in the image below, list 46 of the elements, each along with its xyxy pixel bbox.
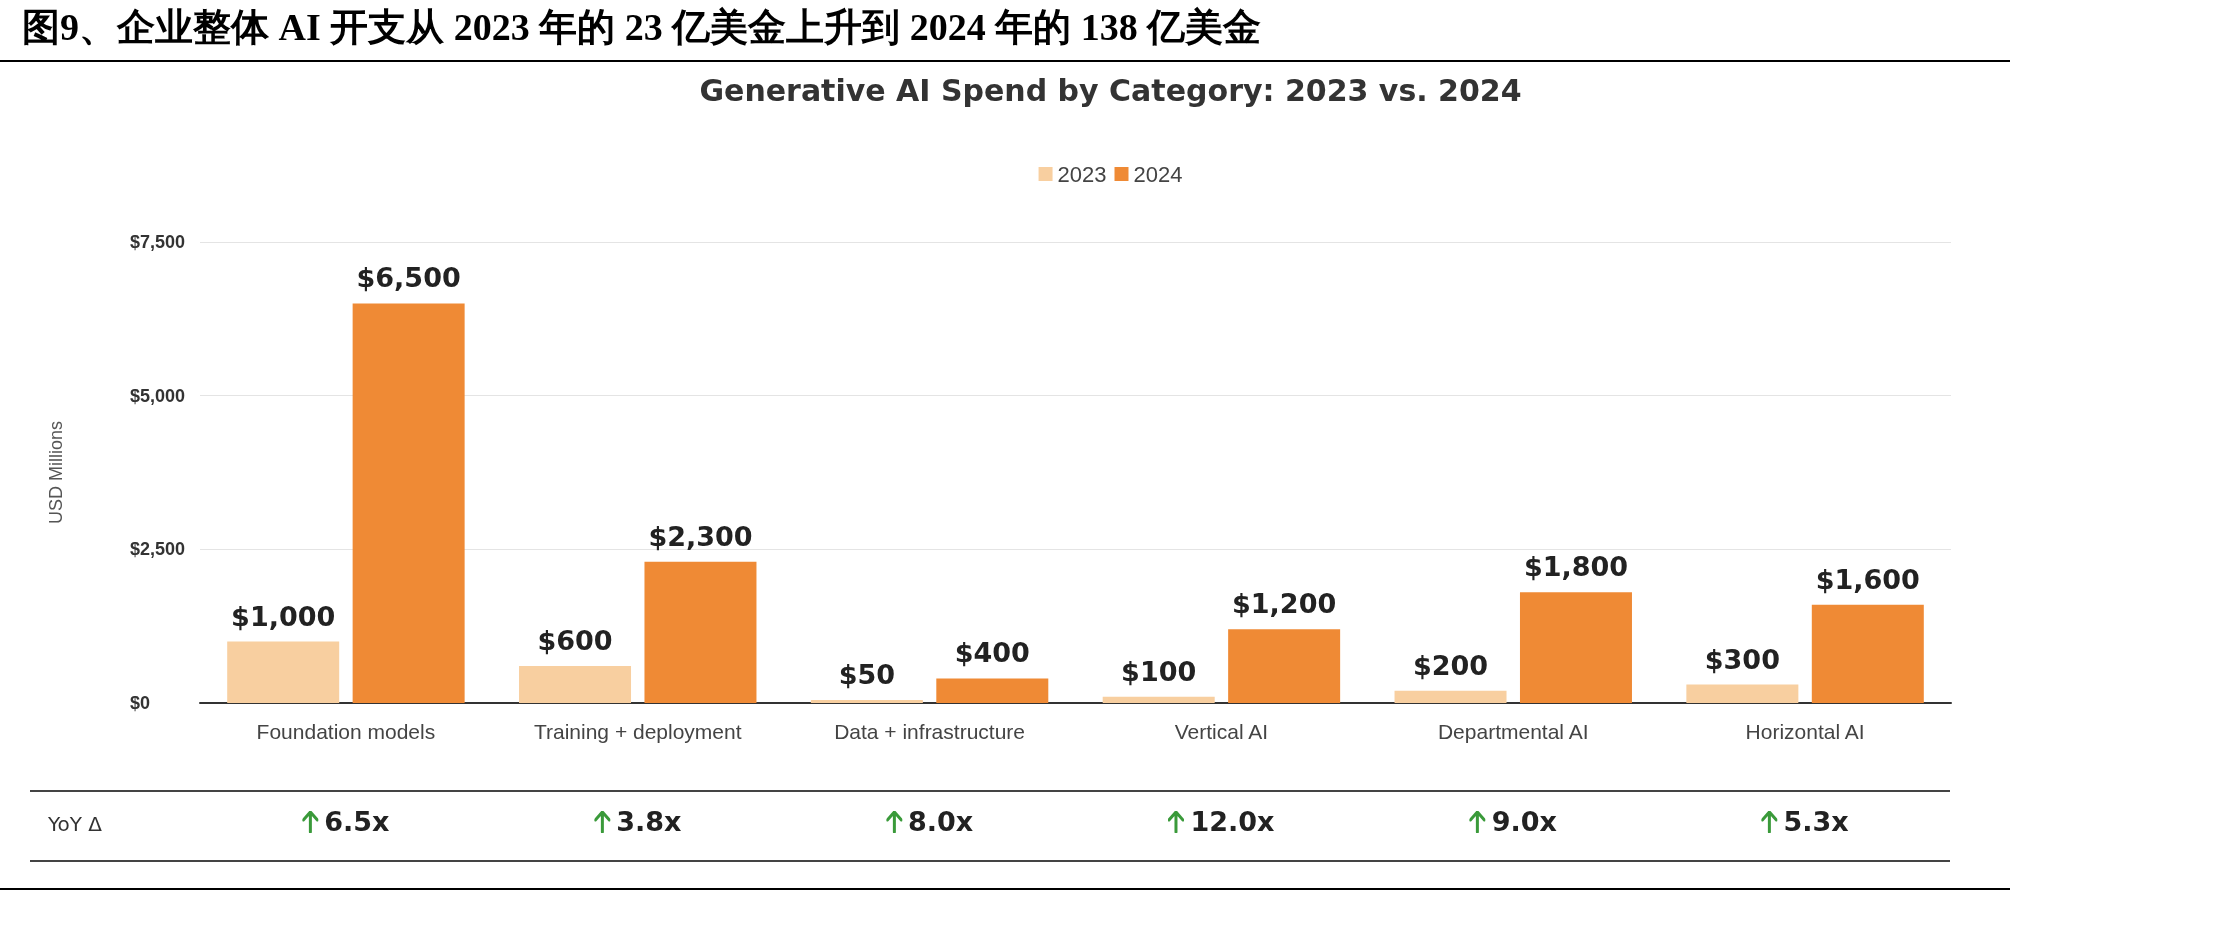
y-tick-label: $2,500: [130, 539, 186, 560]
text: 8.0x: [907, 806, 974, 837]
chart-subtitle: Generative AI Spend by Category: 2023 vs. 2024: [699, 72, 1522, 108]
bar: [810, 699, 923, 703]
bar: [936, 678, 1049, 703]
y-tick-label: $0: [130, 693, 151, 713]
bar: [644, 561, 757, 703]
legend-label: 2023: [1057, 161, 1107, 187]
bar: [1394, 690, 1507, 703]
x-tick-label: Departmental AI: [1437, 720, 1589, 743]
text: 12.0x: [1190, 806, 1275, 837]
x-tick-label: Vertical AI: [1174, 720, 1269, 743]
legend-label: 2024: [1133, 161, 1183, 187]
bar: [352, 303, 465, 703]
data-label: $2,300: [648, 520, 753, 552]
y-tick-label: $7,500: [130, 232, 186, 252]
x-tick-label: Data + infrastructure: [834, 720, 1026, 743]
data-label: $300: [1704, 643, 1780, 675]
data-label: $1,000: [231, 600, 336, 632]
chart-title: 图9、企业整体 AI 开支从 2023 年的 23 亿美金上升到 2024 年的 138 亿美金: [22, 5, 1262, 50]
bar: [1686, 684, 1799, 703]
bar: [519, 666, 632, 703]
data-label: $600: [537, 625, 613, 657]
text: 5.3x: [1783, 806, 1849, 837]
data-label: $50: [838, 658, 896, 690]
bar: [1519, 592, 1632, 703]
data-label: $1,200: [1232, 588, 1337, 620]
y-axis-title: USD Millions: [46, 420, 66, 525]
bar: [1228, 629, 1341, 703]
bar: [227, 641, 340, 703]
data-label: $100: [1121, 655, 1197, 687]
text: 6.5x: [324, 806, 390, 837]
bar: [1102, 696, 1215, 703]
data-label: $400: [954, 637, 1030, 669]
data-label: $200: [1412, 649, 1489, 681]
data-label: $1,800: [1523, 551, 1629, 583]
data-label: $1,600: [1815, 563, 1920, 595]
text: 3.8x: [616, 806, 682, 837]
text: YoY Δ: [48, 812, 103, 836]
y-tick-label: $5,000: [130, 385, 186, 406]
data-label: $6,500: [356, 262, 461, 294]
x-tick-label: Foundation models: [256, 720, 436, 743]
text: 9.0x: [1491, 806, 1557, 837]
x-tick-label: Training + deployment: [533, 720, 742, 743]
bar: [1811, 604, 1924, 703]
x-tick-label: Horizontal AI: [1745, 720, 1865, 743]
